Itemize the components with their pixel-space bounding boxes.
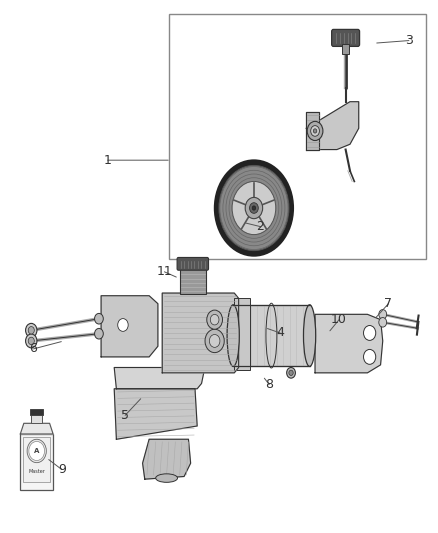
Polygon shape: [114, 368, 204, 389]
Circle shape: [28, 327, 34, 334]
Ellipse shape: [155, 474, 177, 482]
Circle shape: [29, 441, 45, 461]
Circle shape: [25, 334, 37, 348]
Text: 6: 6: [29, 342, 37, 356]
Circle shape: [27, 439, 46, 463]
Text: 8: 8: [265, 378, 273, 391]
Circle shape: [219, 165, 289, 251]
Text: 2: 2: [257, 220, 265, 233]
Circle shape: [207, 310, 223, 329]
Circle shape: [307, 122, 323, 141]
Circle shape: [252, 206, 256, 210]
Ellipse shape: [304, 305, 316, 367]
Circle shape: [232, 181, 276, 235]
Text: A: A: [34, 448, 39, 454]
Circle shape: [379, 310, 387, 319]
Circle shape: [28, 337, 34, 345]
Polygon shape: [306, 112, 319, 150]
Circle shape: [379, 318, 387, 327]
Text: 7: 7: [385, 297, 392, 310]
Polygon shape: [101, 296, 158, 357]
Text: 5: 5: [121, 409, 129, 422]
Circle shape: [311, 126, 319, 136]
Circle shape: [289, 370, 293, 375]
Circle shape: [205, 329, 224, 353]
Bar: [180, 269, 206, 294]
FancyBboxPatch shape: [177, 257, 208, 270]
Bar: [30, 409, 43, 415]
Text: 1: 1: [104, 154, 112, 167]
Text: 4: 4: [276, 326, 284, 340]
Bar: [234, 298, 250, 370]
Circle shape: [210, 314, 219, 325]
Bar: [20, 434, 53, 490]
Polygon shape: [114, 389, 197, 439]
Circle shape: [25, 324, 37, 337]
FancyBboxPatch shape: [332, 29, 360, 46]
Circle shape: [118, 319, 128, 332]
Bar: [23, 437, 50, 482]
Circle shape: [287, 368, 295, 378]
Bar: [169, 14, 426, 259]
Circle shape: [95, 328, 103, 339]
Polygon shape: [162, 293, 239, 373]
Circle shape: [364, 326, 376, 341]
Circle shape: [250, 203, 258, 213]
Circle shape: [245, 197, 263, 219]
Text: 11: 11: [156, 265, 172, 278]
Polygon shape: [315, 314, 383, 373]
Bar: [233, 305, 310, 367]
Bar: [32, 415, 42, 423]
Circle shape: [313, 129, 317, 133]
Ellipse shape: [227, 305, 239, 367]
Text: 10: 10: [331, 313, 347, 326]
Bar: [342, 44, 349, 54]
Circle shape: [364, 350, 376, 365]
Circle shape: [209, 335, 220, 348]
Polygon shape: [143, 439, 191, 479]
Text: Master: Master: [28, 469, 45, 474]
Circle shape: [215, 160, 293, 256]
Polygon shape: [20, 423, 53, 434]
Text: 9: 9: [58, 463, 66, 476]
Circle shape: [95, 313, 103, 324]
Text: 3: 3: [405, 34, 413, 47]
Polygon shape: [306, 102, 359, 150]
